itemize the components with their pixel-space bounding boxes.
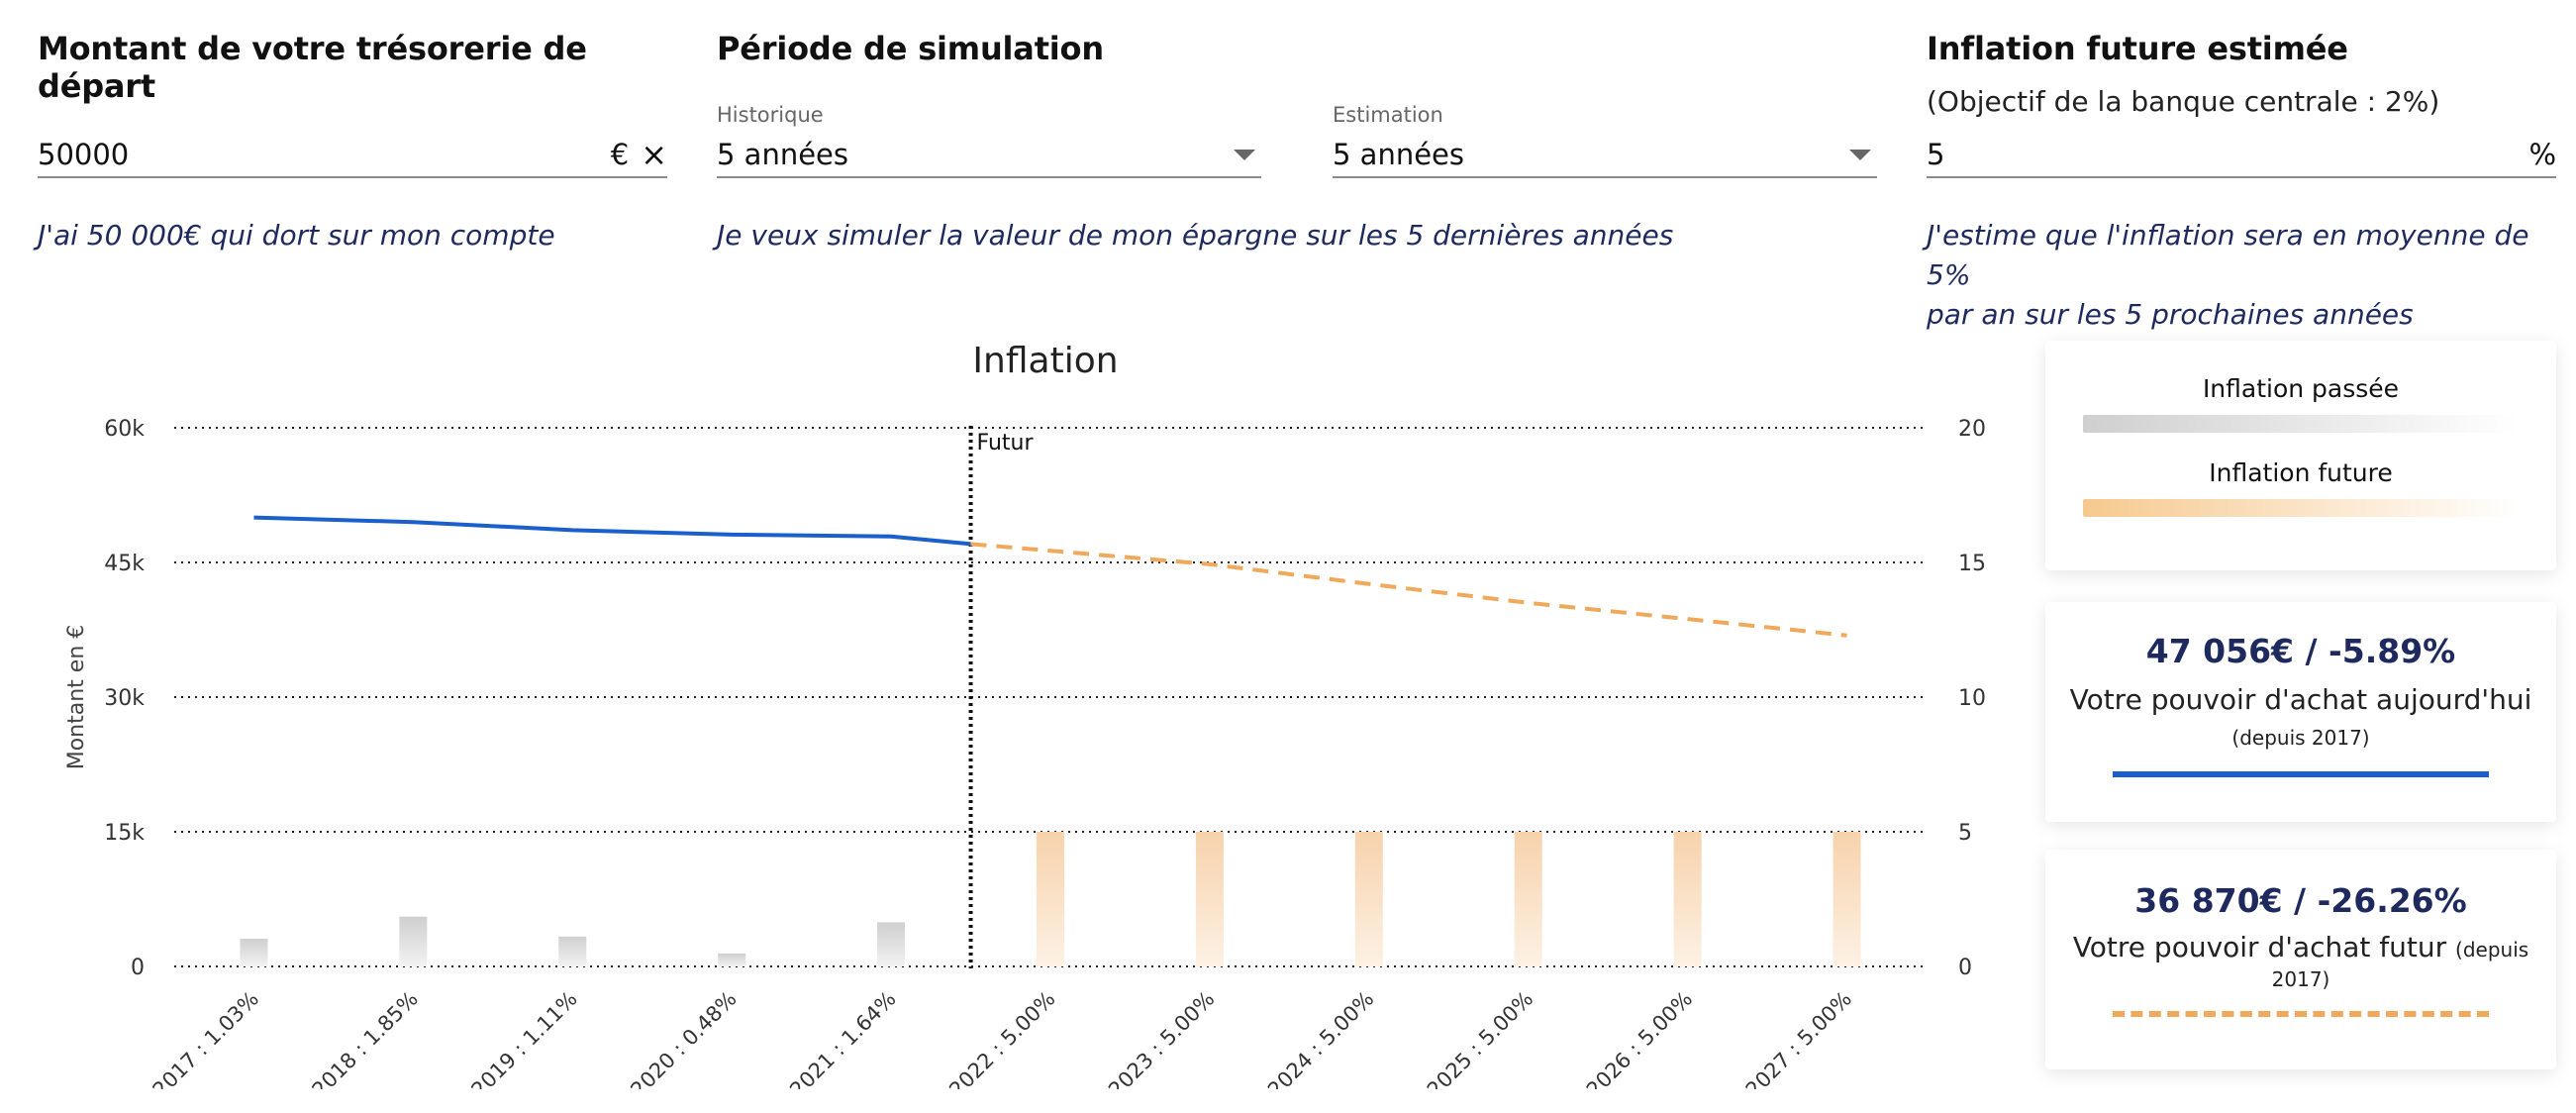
legend-future-swatch [2083,499,2519,517]
x-tick-label: 2027 : 5.00% [1741,987,1856,1089]
future-line-swatch [2113,1011,2489,1017]
inflation-bar [558,936,587,966]
y-tick-label: 15k [104,821,145,846]
inflation-value: 5 [1927,138,1945,171]
inflation-bar [1673,832,1702,966]
chevron-down-icon [1234,149,1255,160]
inflation-bar [1354,832,1383,966]
x-tick-label: 2018 : 1.85% [308,987,423,1089]
treasury-value: 50000 [38,138,130,171]
series-line-past [253,515,971,547]
legend-card: Inflation passée Inflation future [2045,341,2556,570]
inflation-input[interactable]: 5 % [1927,133,2556,178]
inflation-bars [240,832,1861,966]
y2-tick-label: 15 [1958,552,1986,576]
today-value: 47 056€ / -5.89% [2145,632,2456,670]
future-value: 36 870€ / -26.26% [2134,881,2467,920]
percent-suffix: % [2528,138,2556,171]
x-tick-label: 2021 : 1.64% [785,987,900,1089]
inflation-bar [1833,832,1861,966]
period-title: Période de simulation [717,30,1104,67]
y-tick-label: 60k [104,417,145,442]
inflation-bar [1514,832,1542,966]
x-tick-label: 2024 : 5.00% [1263,987,1378,1089]
currency-suffix: € [610,138,630,171]
period-section: Période de simulation [717,30,1877,67]
inflation-bar [718,953,746,966]
x-tick-label: 2019 : 1.11% [466,987,581,1089]
inflation-bar [399,916,428,966]
inflation-bar [1195,832,1224,966]
today-line-swatch [2113,771,2489,777]
y-tick-label: 30k [104,686,145,711]
x-tick-label: 2017 : 1.03% [149,987,263,1089]
history-label: Historique [717,103,824,127]
y2-tick-label: 10 [1958,686,1986,711]
y2-tick-label: 0 [1958,956,1972,980]
treasury-title: Montant de votre trésorerie de départ [38,30,587,105]
inflation-hint-line2: par an sur les 5 prochaines années [1927,298,2414,331]
inflation-bar [877,922,906,966]
future-stat-card: 36 870€ / -26.26% Votre pouvoir d'achat … [2045,850,2556,1069]
future-marker-label: Futur [977,431,1035,455]
inflation-bar [240,938,268,966]
y-tick-label: 45k [104,552,145,576]
inflation-chart: Inflation Futur 0 0 15k 5 30k 10 45k 15 60k 20 Mon… [64,341,1986,1089]
x-tick-label: 2026 : 5.00% [1582,987,1697,1089]
history-select[interactable]: 5 années [717,133,1261,178]
legend-future-label: Inflation future [2209,458,2393,487]
y2-tick-label: 5 [1958,821,1972,846]
legend-past-swatch [2083,415,2519,433]
x-tick-label: 2025 : 5.00% [1423,987,1537,1089]
future-label: Votre pouvoir d'achat futur [2072,931,2447,963]
inflation-section: Inflation future estimée (Objectif de la… [1927,30,2556,118]
treasury-hint: J'ai 50 000€ qui dort sur mon compte [38,219,555,252]
future-since-b: 2017) [2271,967,2330,991]
series-lines: Futur [253,426,1847,968]
future-label-line: Votre pouvoir d'achat futur (depuis [2045,926,2556,971]
y-tick-label: 0 [131,956,145,980]
y2-tick-label: 20 [1958,417,1986,442]
chart-title: Inflation [972,341,1118,381]
chevron-down-icon [1849,149,1871,160]
today-stat-card: 47 056€ / -5.89% Votre pouvoir d'achat a… [2045,602,2556,822]
series-line-future [970,542,1847,638]
estimate-value: 5 années [1333,138,1464,171]
history-value: 5 années [717,138,848,171]
inflation-bar [1037,832,1064,966]
inflation-title: Inflation future estimée [1927,30,2348,67]
estimate-label: Estimation [1333,103,1443,127]
inflation-hint: J'estime que l'inflation sera en moyenne… [1927,216,2576,335]
future-since-a: (depuis [2455,938,2529,961]
legend-past-label: Inflation passée [2202,374,2400,403]
y-axis-title: Montant en € [64,625,89,770]
x-tick-label: 2020 : 0.48% [626,987,741,1089]
period-hint: Je veux simuler la valeur de mon épargne… [717,219,1674,252]
treasury-input[interactable]: 50000 € × [38,133,667,178]
treasury-section: Montant de votre trésorerie de départ [38,30,667,105]
chart-grid [174,427,1927,967]
x-tick-label: 2023 : 5.00% [1104,987,1219,1089]
today-since: (depuis 2017) [2231,726,2370,750]
inflation-subtitle: (Objectif de la banque centrale : 2%) [1927,85,2440,118]
today-label: Votre pouvoir d'achat aujourd'hui [2069,683,2532,716]
inflation-hint-line1: J'estime que l'inflation sera en moyenne… [1927,219,2529,291]
x-tick-label: 2022 : 5.00% [944,987,1059,1089]
clear-icon[interactable]: × [641,136,667,173]
estimate-select[interactable]: 5 années [1333,133,1877,178]
